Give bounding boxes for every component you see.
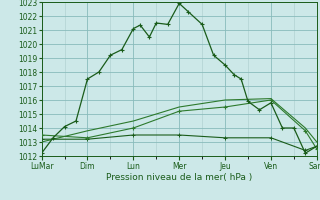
X-axis label: Pression niveau de la mer( hPa ): Pression niveau de la mer( hPa ): [106, 173, 252, 182]
